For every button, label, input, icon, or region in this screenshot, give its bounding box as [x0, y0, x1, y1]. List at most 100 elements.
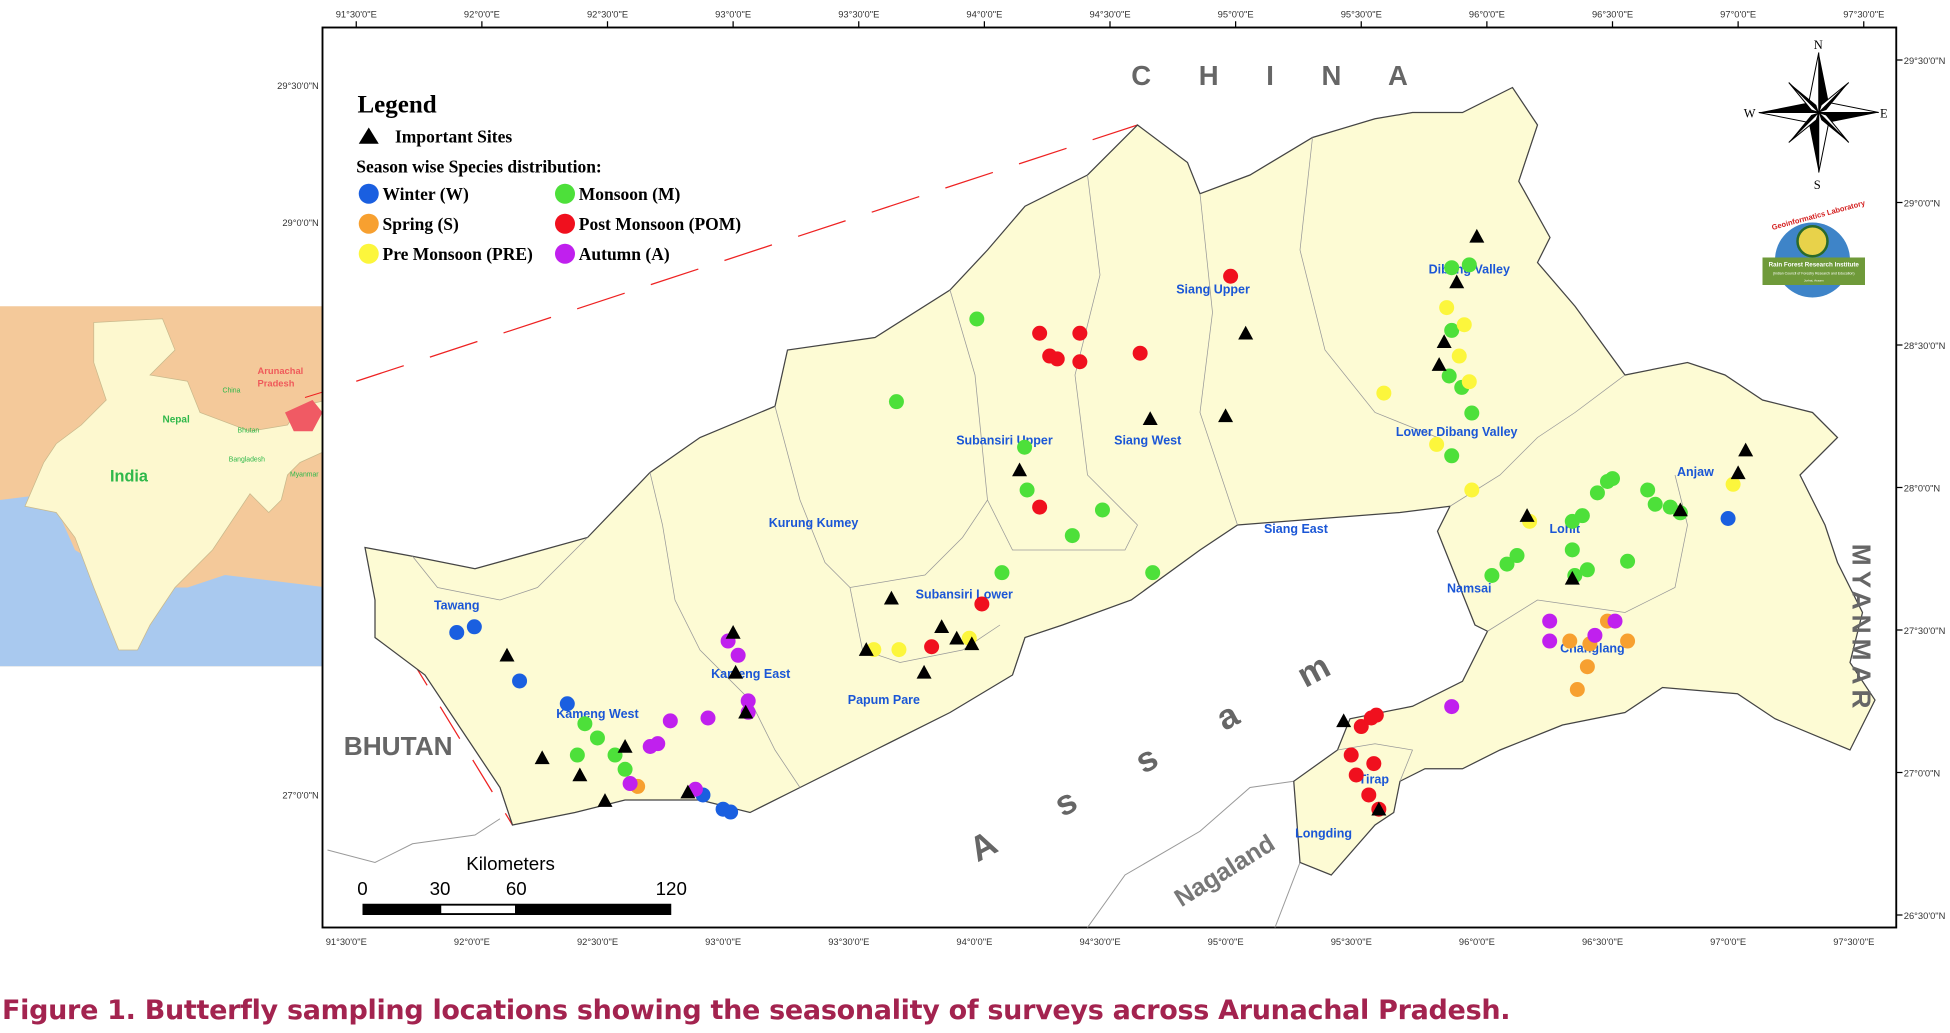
survey-point-a	[1587, 627, 1603, 643]
inset-label-nepal: Nepal	[163, 415, 190, 426]
compass-w: W	[1744, 106, 1756, 120]
survey-point-m	[1509, 548, 1525, 564]
survey-point-m	[617, 761, 633, 777]
lon-tick-label-bottom: 91°30'0"E	[326, 937, 367, 947]
important-site-marker	[1519, 508, 1535, 522]
lon-tick-label: 93°0'0"E	[715, 10, 751, 20]
survey-point-pre	[1429, 436, 1445, 452]
important-site-marker	[1431, 357, 1447, 371]
important-site-marker	[1449, 274, 1465, 289]
legend-item-label: Monsoon (M)	[579, 184, 681, 204]
survey-point-m	[1647, 496, 1663, 512]
survey-point-w	[466, 619, 482, 635]
important-site-marker	[858, 642, 874, 656]
legend-swatch	[555, 213, 575, 234]
survey-point-w	[512, 673, 528, 689]
lon-tick-label: 92°0'0"E	[464, 10, 500, 20]
survey-point-m	[1620, 553, 1636, 569]
survey-point-w	[559, 696, 575, 712]
inset-arunachal-highlight	[285, 400, 323, 432]
lat-tick-label-left: 29°0'0"N	[282, 218, 318, 228]
legend-swatch	[358, 243, 379, 264]
lon-tick-label-bottom: 92°0'0"E	[454, 937, 490, 947]
lon-tick-label: 96°30'0"E	[1592, 10, 1633, 20]
lon-tick-label-bottom: 95°0'0"E	[1208, 937, 1244, 947]
legend-item-label: Spring (S)	[383, 214, 460, 234]
lat-tick-label-left: 29°30'0"N	[277, 81, 319, 91]
survey-point-pre	[1456, 317, 1472, 333]
inset-label-state-2: Pradesh	[258, 378, 295, 388]
lon-tick-label-bottom: 94°30'0"E	[1079, 937, 1120, 947]
important-site-marker	[949, 630, 965, 645]
important-site-marker	[916, 664, 932, 679]
compass-e: E	[1880, 106, 1888, 120]
important-site-marker	[1336, 713, 1352, 728]
district-label: Longding	[1295, 827, 1352, 841]
survey-point-m	[1441, 368, 1457, 384]
survey-point-pre	[1461, 374, 1477, 390]
lon-tick-label-bottom: 95°30'0"E	[1331, 937, 1372, 947]
survey-point-pom	[1361, 787, 1377, 803]
survey-point-a	[650, 736, 666, 752]
lon-tick-label-bottom: 97°30'0"E	[1833, 937, 1874, 947]
district-label: Papum Pare	[848, 693, 920, 707]
important-site-marker	[1564, 570, 1580, 585]
survey-point-pom	[974, 596, 990, 612]
survey-point-pom	[1132, 345, 1148, 361]
survey-point-a	[1542, 633, 1558, 649]
lat-tick-label-left: 27°0'0"N	[282, 791, 318, 801]
survey-point-m	[1605, 471, 1620, 487]
legend-swatch	[555, 183, 575, 204]
compass-n: N	[1814, 38, 1823, 52]
survey-point-m	[994, 565, 1010, 581]
district-label: Kameng West	[556, 707, 639, 721]
legend-item-label: Pre Monsoon (PRE)	[383, 244, 534, 264]
lon-tick-label-bottom: 94°0'0"E	[956, 937, 992, 947]
survey-point-w	[723, 804, 739, 820]
scale-label: 60	[506, 878, 527, 899]
inset-label-bhutan: Bhutan	[238, 428, 260, 435]
survey-point-pom	[1223, 268, 1239, 284]
scale-label: 30	[430, 878, 451, 899]
important-site-marker	[964, 636, 980, 651]
survey-point-pre	[1464, 482, 1480, 498]
important-site-marker	[534, 750, 550, 765]
important-site-marker	[499, 647, 515, 662]
survey-point-pom	[1072, 354, 1088, 370]
important-site-marker	[1142, 411, 1158, 425]
legend-swatch	[555, 243, 575, 264]
lon-tick-label: 91°30'0"E	[336, 10, 377, 20]
survey-point-w	[1720, 510, 1736, 526]
important-site-marker	[738, 704, 754, 719]
survey-point-m	[1017, 439, 1033, 455]
survey-point-m	[589, 730, 605, 746]
logo-city: Jorhat, Assam	[1804, 278, 1824, 282]
survey-point-pom	[1353, 719, 1369, 735]
inset-label-india: India	[110, 467, 149, 485]
important-site-marker	[1218, 408, 1234, 423]
lon-tick-label: 95°0'0"E	[1218, 10, 1254, 20]
survey-point-m	[1484, 568, 1500, 583]
inset-label-state: Arunachal	[258, 366, 304, 376]
survey-point-pom	[924, 639, 940, 655]
lon-tick-label-bottom: 92°30'0"E	[577, 937, 618, 947]
survey-point-m	[1640, 482, 1656, 498]
legend-title: Legend	[358, 92, 437, 119]
logo-banner: Rain Forest Research Institute	[1769, 261, 1860, 268]
district-label: Anjaw	[1677, 465, 1714, 479]
district-label: Kurung Kumey	[769, 516, 859, 530]
survey-point-pom	[1072, 325, 1088, 341]
survey-point-pre	[1725, 476, 1741, 492]
survey-point-m	[1444, 448, 1460, 464]
survey-point-m	[569, 747, 585, 763]
survey-point-a	[700, 710, 716, 726]
triangle-icon	[358, 127, 379, 144]
survey-point-m	[1145, 565, 1161, 581]
lat-tick-label: 29°30'0"N	[1904, 56, 1946, 66]
lon-tick-label-bottom: 96°0'0"E	[1459, 937, 1495, 947]
district-label: Subansiri Upper	[956, 433, 1053, 447]
logo-sub: (Indian Council of Forestry Research and…	[1773, 271, 1855, 275]
important-site-marker	[1012, 462, 1028, 477]
district-label: Siang East	[1264, 522, 1329, 536]
